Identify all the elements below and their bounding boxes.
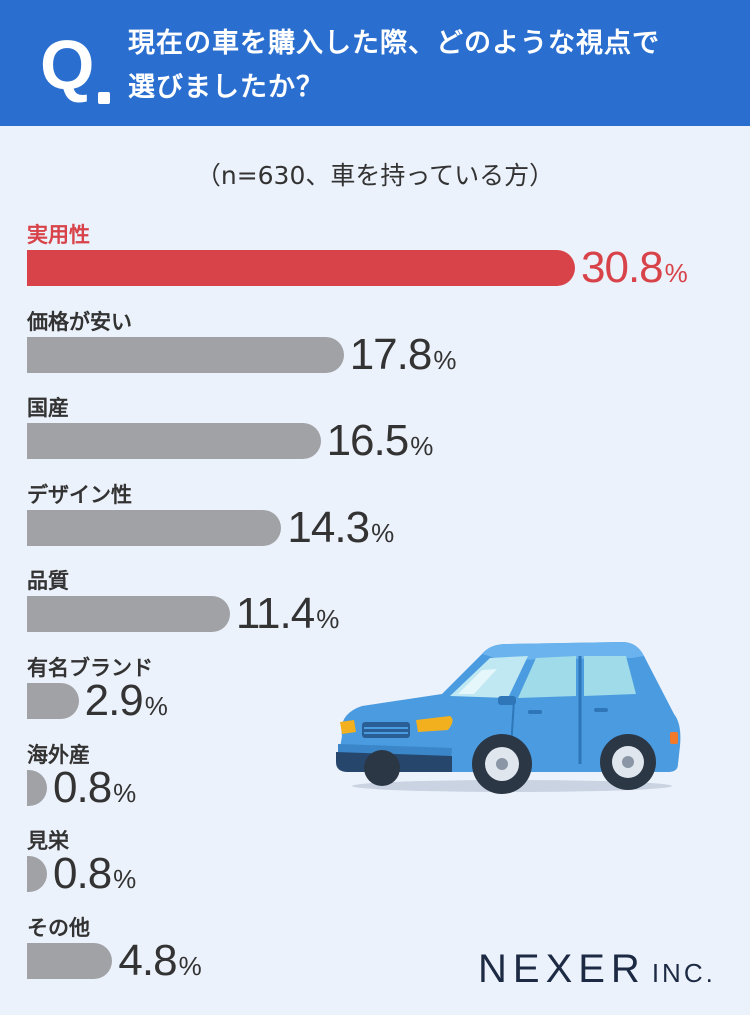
nexer-logo: NEXER INC. — [478, 947, 716, 992]
value-unit: % — [664, 258, 688, 288]
value-unit: % — [316, 604, 340, 635]
category-label: 有名ブランド — [27, 656, 153, 680]
category-label: 品質 — [27, 569, 69, 594]
value-unit: % — [178, 950, 202, 981]
value-label: 14.3% — [287, 505, 395, 558]
bar — [27, 596, 230, 633]
value-label: 11.4% — [236, 592, 340, 644]
bar — [27, 423, 321, 460]
value-number: 11.4 — [235, 589, 315, 639]
bar — [27, 942, 113, 979]
value-label: 4.8% — [118, 938, 202, 991]
value-number: 4.8 — [118, 935, 177, 985]
value-unit: % — [410, 431, 434, 462]
bar — [27, 856, 47, 893]
category-label: 海外産 — [27, 742, 90, 767]
category-label: 実用性 — [27, 223, 90, 247]
value-number: 17.8 — [349, 329, 433, 379]
value-label: 30.8% — [581, 246, 688, 298]
bar — [27, 683, 79, 719]
q-mark: Q — [40, 26, 95, 104]
category-label: その他 — [27, 915, 90, 940]
value-number: 14.3 — [287, 502, 370, 552]
value-label: 16.5% — [327, 419, 434, 471]
value-number: 16.5 — [326, 416, 410, 466]
value-number: 0.8 — [53, 762, 112, 812]
bar — [27, 336, 344, 373]
value-number: 0.8 — [53, 849, 112, 899]
logo-sub: INC. — [651, 958, 716, 988]
category-label: 国産 — [27, 396, 69, 421]
logo-main: NEXER — [478, 947, 646, 991]
bar — [27, 509, 282, 546]
bar — [27, 250, 575, 286]
value-unit: % — [113, 777, 137, 808]
value-label: 0.8% — [53, 852, 137, 904]
value-unit: % — [371, 517, 395, 548]
value-label: 17.8% — [350, 332, 457, 385]
value-label: 2.9% — [85, 679, 168, 731]
value-unit: % — [144, 691, 168, 721]
value-number: 30.8 — [581, 243, 664, 292]
question-line-2: 選びましたか？ — [128, 72, 324, 103]
value-unit: % — [433, 344, 457, 375]
car-illustration — [336, 642, 681, 794]
sample-note: （n=630、車を持っている方） — [195, 161, 555, 190]
value-number: 2.9 — [84, 676, 144, 725]
question-header: Q 現在の車を購入した際、どのような視点で 選びましたか？ — [0, 0, 750, 126]
q-dot — [98, 92, 110, 104]
question-line-1: 現在の車を購入した際、どのような視点で — [128, 28, 660, 59]
value-unit: % — [113, 864, 137, 895]
category-label: デザイン性 — [27, 482, 132, 507]
category-label: 見栄 — [27, 829, 69, 854]
value-label: 0.8% — [53, 765, 137, 818]
category-label: 価格が安い — [27, 309, 132, 334]
bar — [27, 769, 47, 806]
